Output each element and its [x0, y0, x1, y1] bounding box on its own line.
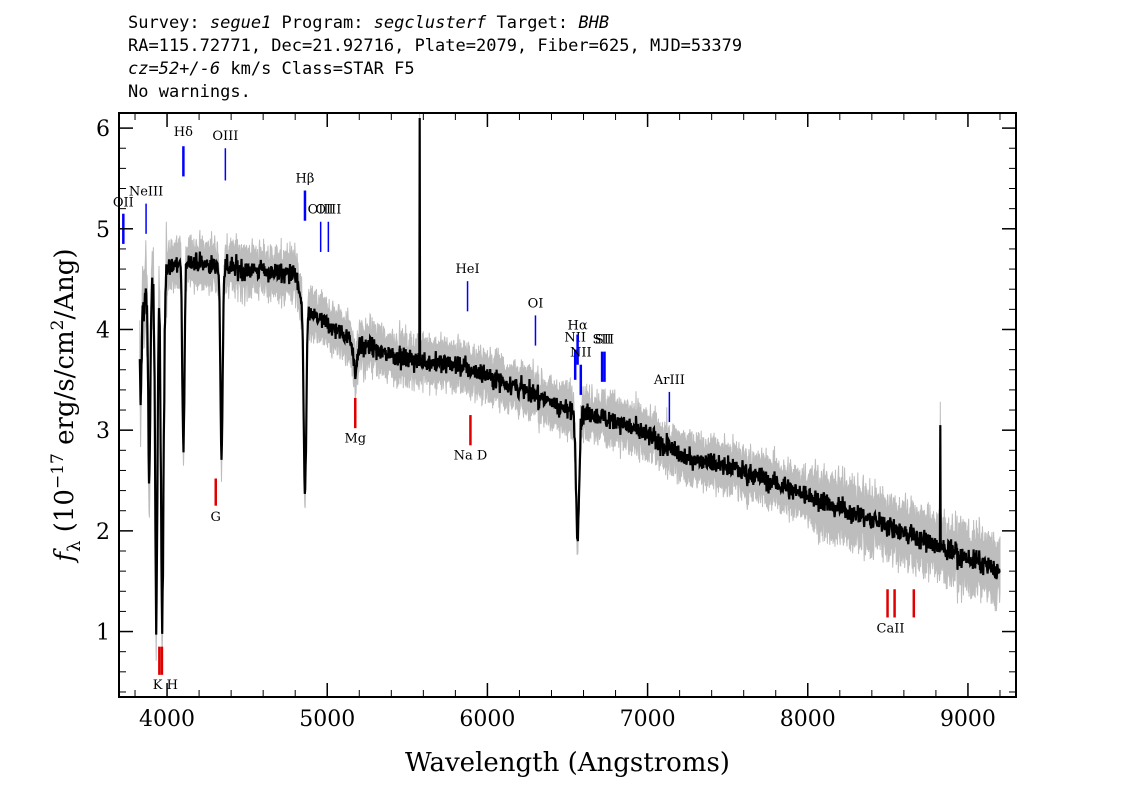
error-band-area	[139, 112, 1001, 661]
y-tick-label: 3	[96, 419, 110, 444]
header-survey-part-2: Program:	[271, 13, 374, 33]
y-axis-label: fλ (10−17 erg/s/cm2/Ang)	[48, 248, 85, 563]
x-tick-label: 5000	[299, 707, 355, 732]
x-tick-label: 8000	[780, 707, 836, 732]
emission-line-label: ArIII	[653, 373, 685, 388]
header-redshift-part-1: km/s Class=STAR F5	[220, 59, 415, 79]
emission-line-label: NeIII	[129, 185, 163, 200]
header-redshift-part-0: cz=52+/-6	[128, 59, 221, 79]
absorption-line-label: K H	[153, 678, 178, 693]
emission-line-label: HeI	[455, 262, 479, 277]
absorption-line-label: G	[211, 510, 221, 525]
emission-line-label: OI	[528, 296, 544, 311]
y-axis-label-part-5: 2	[48, 320, 68, 331]
emission-line-label: OIII	[315, 203, 341, 218]
y-tick-label: 5	[96, 218, 110, 243]
y-tick-label: 4	[96, 318, 110, 343]
header-line-coordinates: RA=115.72771, Dec=21.92716, Plate=2079, …	[128, 36, 743, 56]
flux-line	[138, 117, 1001, 635]
y-axis-label-part-3: −17	[48, 453, 68, 489]
header-line-warnings: No warnings.	[128, 82, 251, 102]
y-axis-label-part-2: (10	[50, 489, 80, 541]
absorption-line-label: CaII	[877, 622, 905, 637]
y-axis-label-part-4: erg/s/cm	[50, 330, 80, 453]
emission-line-label: Hα	[568, 318, 588, 333]
header-line-redshift: cz=52+/-6 km/s Class=STAR F5	[128, 58, 742, 81]
header-survey-part-1: segue1	[209, 13, 272, 33]
flux-series	[138, 117, 1001, 635]
emission-line-label: SII	[593, 333, 612, 348]
y-tick-label: 2	[96, 520, 110, 545]
emission-line-label: NII	[570, 346, 592, 361]
absorption-line-label: Mg	[344, 431, 366, 446]
emission-line-label: NII	[564, 331, 586, 346]
emission-line-label: SII	[595, 333, 614, 348]
header-survey-part-5: BHB	[578, 13, 610, 33]
axes: 4000 5000 6000 7000 8000 9000 1 2 3 4 5 6	[96, 113, 1016, 732]
x-tick-label: 4000	[139, 707, 195, 732]
header-survey-part-4: Target:	[486, 13, 579, 33]
absorption-line-label: Na D	[454, 448, 488, 463]
x-tick-label: 7000	[620, 707, 676, 732]
y-tick-label: 6	[96, 117, 110, 142]
header-survey-part-0: Survey:	[128, 13, 210, 33]
x-tick-label: 6000	[459, 707, 515, 732]
x-tick-label: 9000	[940, 707, 996, 732]
y-axis-label-part-1: λ	[64, 541, 85, 552]
emission-line-label: Hβ	[296, 171, 315, 186]
header-line-survey: Survey: segue1 Program: segclusterf Targ…	[128, 12, 742, 35]
y-tick-label: 1	[96, 621, 110, 646]
y-axis-label-part-6: /Ang)	[50, 248, 80, 319]
emission-line-label: OIII	[212, 129, 238, 144]
x-axis-label: Wavelength (Angstroms)	[405, 748, 730, 778]
plot-header: Survey: segue1 Program: segclusterf Targ…	[128, 12, 742, 104]
error-band	[139, 112, 1001, 661]
emission-line-label: OIII	[308, 203, 334, 218]
emission-line-label: Hδ	[174, 125, 193, 140]
header-survey-part-3: segclusterf	[373, 13, 487, 33]
plot-frame	[118, 112, 1017, 698]
spectral-line-markers: Hδ OIIINeIIIOIIHβOIIIOIIIHeIOINIIHαNIISII…	[113, 125, 916, 693]
